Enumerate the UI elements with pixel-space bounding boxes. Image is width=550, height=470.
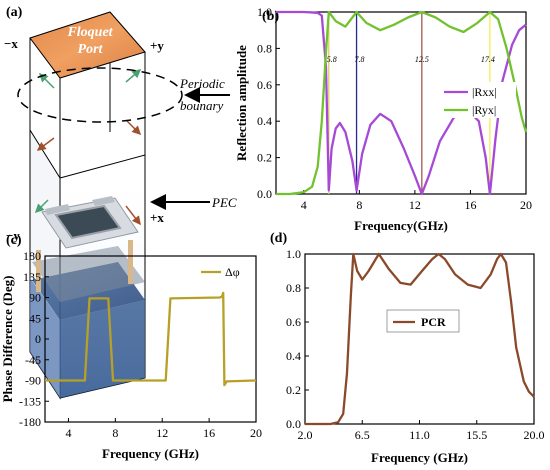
pec-label: PEC	[211, 195, 237, 210]
periodic-label-line1: Periodic	[179, 76, 225, 91]
floquet-port-label-line1: Floquet	[66, 25, 113, 40]
substrate-front	[60, 300, 145, 398]
periodic-label-line2: bounary	[180, 98, 224, 113]
panel-a-label: (a)	[6, 5, 23, 20]
y-tick-label: 0.2	[286, 383, 301, 397]
x-tick-label: 4	[301, 198, 307, 212]
series-line	[276, 10, 528, 196]
series-line	[276, 10, 527, 196]
x-tick-label: 6.5	[355, 428, 370, 442]
x-tick-label: 12	[409, 198, 421, 212]
direction-arrow	[34, 199, 49, 214]
direction-arrow	[125, 119, 142, 136]
panel-label: (d)	[270, 231, 287, 246]
chart-c: (c) 4 8 12 16 20 180 135 90 45 0 -45 -90 -135 -180 Freq…	[0, 233, 262, 461]
x-tick-label: 8	[112, 426, 118, 440]
axis-label-minus-x: −x	[4, 36, 18, 51]
y-axis-title: Reflection amplitude	[234, 45, 249, 161]
floquet-port	[29, 11, 146, 79]
floquet-port-label-line2: Port	[78, 42, 104, 57]
legend-label: |Rxx|	[472, 85, 497, 99]
axis-label-plus-y: +y	[150, 38, 164, 53]
y-tick-label: 90	[29, 291, 41, 305]
unit-cell-patch	[54, 204, 122, 240]
y-tick-label: -135	[19, 394, 41, 408]
x-axis-title: Frequency (GHz)	[102, 446, 199, 461]
y-tick-label: -180	[19, 415, 41, 429]
x-axis-title: Frequency (GHz)	[371, 450, 468, 465]
y-tick-label: 135	[23, 270, 41, 284]
y-tick-label: 0.4	[257, 114, 272, 128]
x-tick-label: 12	[156, 426, 168, 440]
periodic-boundary-ellipse	[17, 67, 183, 123]
panel-label: (c)	[6, 233, 22, 248]
legend-box	[386, 309, 460, 333]
legend-label: Δφ	[225, 265, 240, 279]
series-line	[45, 291, 257, 387]
y-tick-label: -90	[25, 374, 41, 388]
x-tick-label: 20	[520, 198, 532, 212]
axis-label-plus-x: +x	[150, 210, 164, 225]
marker-label: 7.8	[355, 55, 365, 64]
plot-frame	[304, 253, 535, 425]
y-tick-label: 0.4	[286, 349, 301, 363]
panel-a: (a) Floquet Port −x	[4, 5, 237, 400]
direction-arrow	[125, 205, 141, 226]
series-line	[305, 252, 535, 426]
support-post	[128, 240, 133, 284]
y-tick-label: 0.0	[286, 417, 301, 431]
marker-label: 17.4	[481, 55, 495, 64]
x-tick-label: 16	[464, 198, 476, 212]
x-axis-title: Frequency(GHz)	[354, 218, 448, 233]
pec-plate	[32, 246, 145, 302]
x-tick-label: 4	[65, 426, 71, 440]
y-tick-label: 180	[23, 249, 41, 263]
y-tick-label: 0	[35, 332, 41, 346]
chart-b: (b) 4 8 12 16 20 0.0 0.2 0.4 0.6 0.8 1.0 Frequency(G…	[234, 5, 532, 233]
legend-box	[440, 82, 516, 118]
y-tick-label: 1.0	[257, 5, 272, 19]
marker-label: 5.8	[327, 55, 337, 64]
panel-label: (b)	[262, 9, 279, 24]
marker-label: 12.5	[415, 55, 429, 64]
y-tick-label: 0.8	[257, 41, 272, 55]
y-tick-label: 45	[29, 311, 41, 325]
legend-label: |Ryx|	[472, 103, 496, 117]
support-post	[36, 250, 41, 292]
unit-cell-strip	[45, 204, 70, 215]
y-axis-title: Phase Difference (Deg)	[0, 276, 15, 403]
legend-label: PCR	[421, 315, 446, 329]
x-tick-label: 2.0	[298, 428, 313, 442]
y-tick-label: 0.8	[286, 281, 301, 295]
plot-frame	[275, 11, 527, 195]
unit-cell-strip	[92, 196, 115, 206]
y-tick-label: 0.2	[257, 151, 272, 165]
x-tick-label: 20.0	[524, 428, 545, 442]
y-tick-label: 0.0	[257, 187, 272, 201]
y-tick-label: 0.6	[257, 78, 272, 92]
y-tick-label: -45	[25, 353, 41, 367]
direction-arrow	[125, 69, 142, 83]
x-tick-label: 15.5	[466, 428, 487, 442]
x-tick-label: 8	[356, 198, 362, 212]
y-tick-label: 0.6	[286, 315, 301, 329]
x-tick-label: 16	[203, 426, 215, 440]
y-tick-label: 1.0	[286, 247, 301, 261]
x-tick-label: 11.0	[409, 428, 430, 442]
chart-d: (d) 2.0 6.5 11.0 15.5 20.0 0.0 0.2 0.4 0.6 0.8 1.0 F…	[270, 231, 545, 465]
x-tick-label: 20	[250, 426, 262, 440]
axis-label-minus-y: −y	[6, 228, 20, 243]
direction-arrow	[36, 137, 55, 151]
